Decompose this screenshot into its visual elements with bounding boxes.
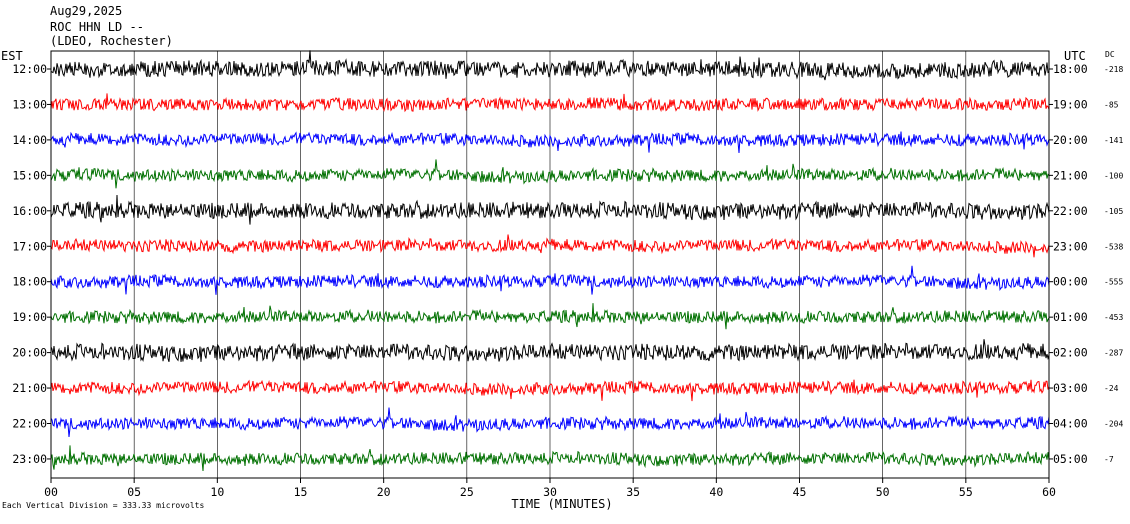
right-time-label: 04:00 <box>1053 417 1088 431</box>
x-tick-label: 45 <box>793 485 807 499</box>
trace-line <box>50 194 1050 225</box>
grid-lines <box>47 51 1053 483</box>
dc-offset-label: -24 <box>1104 384 1119 393</box>
x-tick-label: 00 <box>44 485 58 499</box>
right-time-label: 03:00 <box>1053 381 1088 395</box>
x-tick-label: 05 <box>127 485 141 499</box>
x-tick-label: 55 <box>959 485 973 499</box>
trace-line <box>50 131 1050 154</box>
header-station: ROC HHN LD -- <box>50 20 144 34</box>
footer-scale-note: Each Vertical Division = 333.33 microvol… <box>2 501 204 510</box>
right-axis-title: UTC <box>1064 49 1086 63</box>
dc-offset-label: -453 <box>1104 313 1123 322</box>
right-time-label: 22:00 <box>1053 204 1088 218</box>
trace-line <box>50 445 1050 472</box>
x-tick-label: 50 <box>876 485 890 499</box>
right-time-label: 19:00 <box>1053 97 1088 111</box>
left-time-label: 18:00 <box>12 275 47 289</box>
dc-offset-label: -555 <box>1104 278 1123 287</box>
left-axis-title: EST <box>1 49 23 63</box>
x-tick-label: 40 <box>709 485 723 499</box>
dc-offset-label: -85 <box>1104 100 1119 109</box>
right-time-label: 20:00 <box>1053 133 1088 147</box>
dc-offset-label: -105 <box>1104 207 1123 216</box>
trace-group <box>50 50 1050 472</box>
trace-line <box>50 379 1050 402</box>
dc-offset-label: -7 <box>1104 455 1114 464</box>
right-time-labels: 18:00 19:00 20:00 21:00 22:00 23:00 00:00 01:00… <box>1053 62 1088 466</box>
footer-scale-text: Each Vertical Division = 333.33 microvol… <box>2 501 204 510</box>
right-time-label: 00:00 <box>1053 275 1088 289</box>
dc-offset-label: -100 <box>1104 171 1123 180</box>
right-time-label: 21:00 <box>1053 168 1088 182</box>
dc-offset-label: -218 <box>1104 65 1123 74</box>
x-tick-label: 10 <box>210 485 224 499</box>
x-tick-label: 30 <box>543 485 557 499</box>
x-tick-label: 25 <box>460 485 474 499</box>
trace-line <box>50 50 1050 81</box>
x-tick-label: 15 <box>294 485 308 499</box>
left-time-label: 21:00 <box>12 381 47 395</box>
left-time-label: 17:00 <box>12 239 47 253</box>
plot-frame <box>50 50 1050 479</box>
right-time-label: 18:00 <box>1053 62 1088 76</box>
left-time-label: 16:00 <box>12 204 47 218</box>
left-time-label: 20:00 <box>12 346 47 360</box>
right-time-label: 01:00 <box>1053 310 1088 324</box>
dc-title: DC <box>1105 50 1115 59</box>
x-axis-label: TIME (MINUTES) <box>511 497 612 511</box>
left-time-label: 12:00 <box>12 62 47 76</box>
header-date: Aug29,2025 <box>50 4 122 18</box>
x-tick-label: 20 <box>377 485 391 499</box>
x-tick-labels: 00 05 10 15 20 25 30 35 40 45 50 55 60 <box>44 485 1056 499</box>
left-time-label: 23:00 <box>12 452 47 466</box>
trace-line <box>50 407 1050 438</box>
left-time-labels: 12:00 13:00 14:00 15:00 16:00 17:00 18:00 19:00… <box>12 62 47 466</box>
trace-line <box>50 159 1050 189</box>
x-tick-label: 35 <box>626 485 640 499</box>
header-network: (LDEO, Rochester) <box>50 34 173 48</box>
dc-offset-label: -538 <box>1104 242 1123 251</box>
dc-offset-labels: -218 -85 -141 -100 -105 -538 -555 -453 -287 -24 -2… <box>1104 65 1123 464</box>
dc-offset-label: -287 <box>1104 349 1123 358</box>
right-time-label: 02:00 <box>1053 346 1088 360</box>
dc-offset-label: -141 <box>1104 136 1123 145</box>
right-time-label: 23:00 <box>1053 239 1088 253</box>
left-time-label: 15:00 <box>12 168 47 182</box>
left-time-label: 22:00 <box>12 417 47 431</box>
left-time-label: 13:00 <box>12 97 47 111</box>
left-time-label: 14:00 <box>12 133 47 147</box>
left-time-label: 19:00 <box>12 310 47 324</box>
x-tick-label: 60 <box>1042 485 1056 499</box>
trace-line <box>50 265 1050 295</box>
dc-offset-label: -204 <box>1104 420 1123 429</box>
right-time-label: 05:00 <box>1053 452 1088 466</box>
trace-line <box>50 93 1050 113</box>
trace-line <box>50 339 1050 363</box>
trace-line <box>50 303 1050 330</box>
trace-line <box>50 234 1050 258</box>
